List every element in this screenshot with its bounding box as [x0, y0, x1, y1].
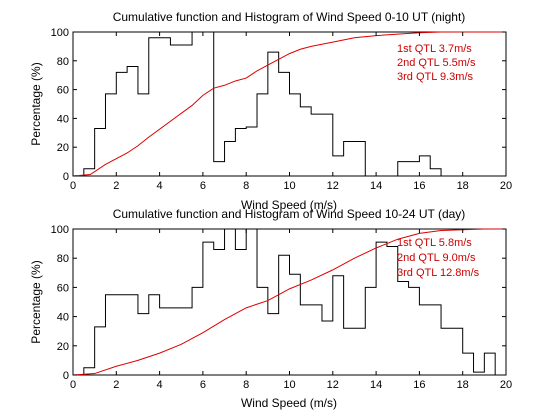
y-tick-label: 40: [57, 113, 69, 125]
x-axis: 0 2 4 6 8 10 12 14 16 18 20: [70, 32, 512, 192]
x-tick-label: 2: [113, 180, 119, 192]
x-tick-label: 12: [327, 180, 339, 192]
chart-title: Cumulative function and Histogram of Win…: [113, 10, 466, 24]
y-tick-label: 0: [63, 171, 69, 183]
y-tick-label: 80: [57, 56, 69, 68]
histogram-layer: [83, 31, 442, 177]
x-tick-label: 20: [500, 180, 512, 192]
cumulative-series: [72, 228, 506, 376]
y-tick-label: 60: [57, 282, 69, 294]
x-tick-label: 20: [500, 379, 512, 391]
x-tick-label: 10: [283, 379, 295, 391]
x-tick-label: 16: [413, 379, 425, 391]
x-tick-label: 8: [243, 180, 249, 192]
histogram-layer: [83, 228, 507, 376]
x-tick-label: 14: [370, 180, 382, 192]
y-tick-label: 80: [57, 253, 69, 265]
x-tick-label: 0: [70, 379, 76, 391]
y-tick-label: 60: [57, 85, 69, 97]
x-tick-label: 6: [200, 379, 206, 391]
x-tick-label: 8: [243, 379, 249, 391]
x-axis-label: Wind Speed (m/s): [241, 396, 337, 410]
y-tick-label: 20: [57, 341, 69, 353]
x-tick-label: 18: [457, 379, 469, 391]
histogram-series: [83, 228, 507, 376]
x-tick-label: 12: [327, 379, 339, 391]
x-tick-label: 16: [413, 180, 425, 192]
x-tick-label: 18: [457, 180, 469, 192]
x-tick-label: 6: [200, 180, 206, 192]
chart-title: Cumulative function and Histogram of Win…: [113, 207, 466, 221]
y-tick-label: 20: [57, 142, 69, 154]
x-tick-label: 4: [157, 180, 163, 192]
quartile-2-annotation: 2nd QTL 5.5m/s: [397, 57, 476, 69]
quartile-1-annotation: 1st QTL 3.7m/s: [397, 43, 472, 55]
y-tick-label: 0: [63, 370, 69, 382]
cumulative-series: [72, 31, 506, 177]
x-axis: 0 2 4 6 8 10 12 14 16 18 20: [70, 229, 512, 391]
y-axis: 0 20 40 60 80 100: [51, 27, 506, 183]
histogram-series: [83, 31, 442, 177]
y-tick-label: 100: [51, 224, 69, 236]
quartile-3-annotation: 3rd QTL 12.8m/s: [397, 267, 480, 279]
y-axis-label: Percentage (%): [29, 62, 43, 145]
y-axis-label: Percentage (%): [29, 260, 43, 343]
x-tick-label: 2: [113, 379, 119, 391]
chart-day: Cumulative function and Histogram of Win…: [29, 207, 512, 410]
chart-night: Cumulative function and Histogram of Win…: [29, 10, 512, 212]
y-tick-label: 100: [51, 27, 69, 39]
x-tick-label: 4: [157, 379, 163, 391]
quartile-3-annotation: 3rd QTL 9.3m/s: [397, 71, 474, 83]
quartile-1-annotation: 1st QTL 5.8m/s: [397, 237, 472, 249]
y-tick-label: 40: [57, 312, 69, 324]
x-tick-label: 0: [70, 180, 76, 192]
x-tick-label: 14: [370, 379, 382, 391]
cumulative-layer: [72, 228, 506, 376]
cumulative-layer: [72, 31, 506, 177]
quartile-2-annotation: 2nd QTL 9.0m/s: [397, 252, 476, 264]
x-tick-label: 10: [283, 180, 295, 192]
x-axis-label: Wind Speed (m/s): [241, 198, 337, 212]
y-axis: 0 20 40 60 80 100: [51, 224, 506, 382]
